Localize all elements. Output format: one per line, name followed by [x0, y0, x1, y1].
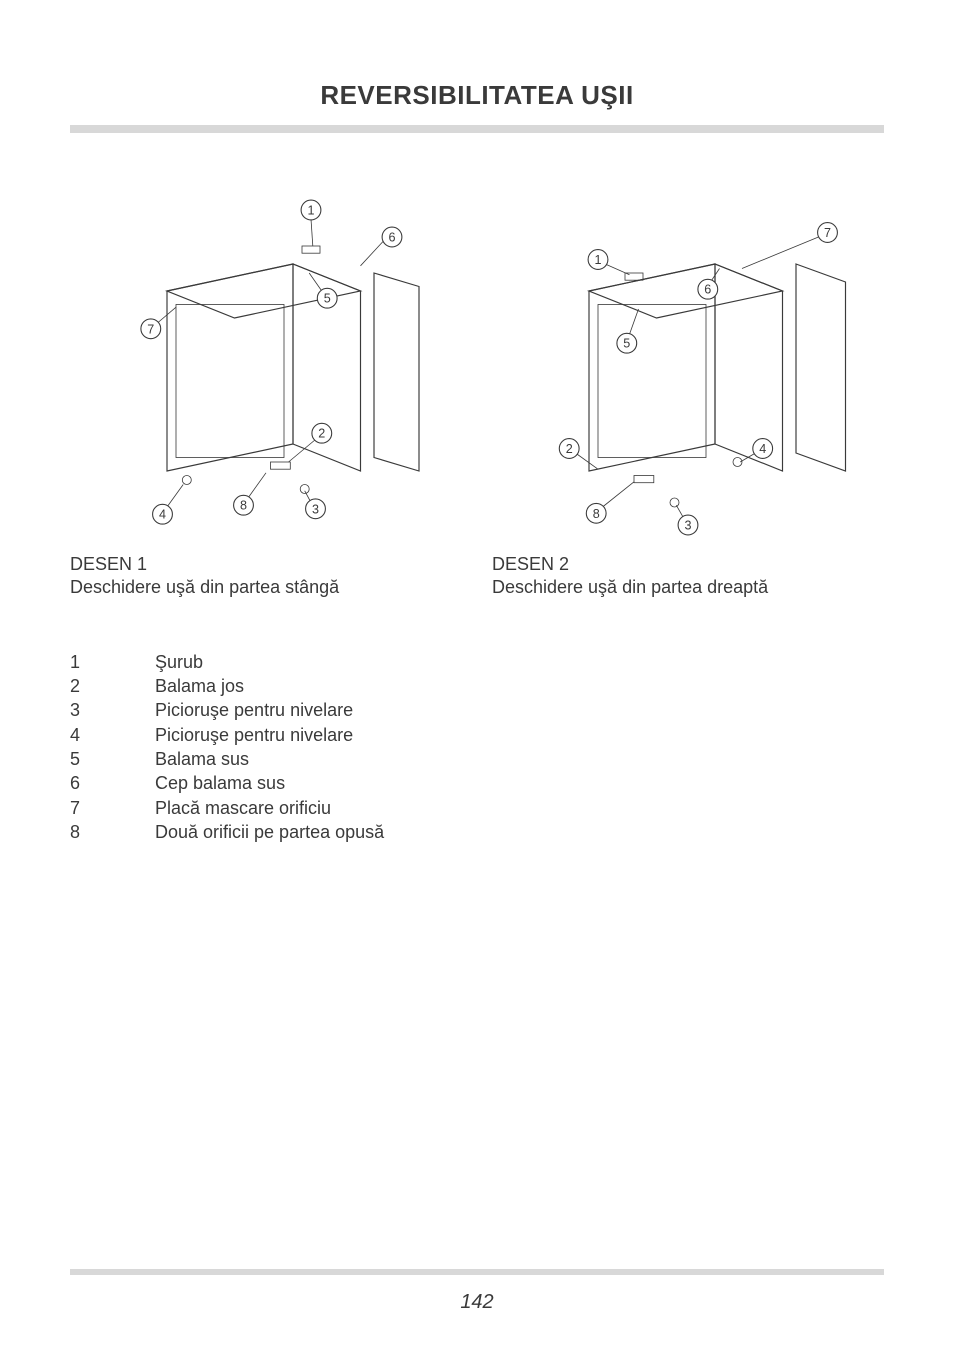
part-label: Două orificii pe partea opusă — [155, 820, 384, 844]
callout-8: 8 — [586, 482, 634, 523]
svg-text:5: 5 — [623, 337, 630, 351]
part-row: 3 Picioruşe pentru nivelare — [70, 698, 884, 722]
part-row: 2 Balama jos — [70, 674, 884, 698]
svg-text:7: 7 — [147, 322, 154, 336]
svg-text:5: 5 — [324, 292, 331, 306]
svg-text:2: 2 — [566, 442, 573, 456]
figure-left-col: 1 6 5 7 — [70, 173, 462, 600]
part-label: Placă mascare orificiu — [155, 796, 331, 820]
parts-list: 1 Şurub 2 Balama jos 3 Picioruşe pentru … — [70, 650, 884, 844]
svg-text:1: 1 — [594, 253, 601, 267]
callout-1: 1 — [301, 200, 321, 246]
figure-left-heading: DESEN 1 — [70, 553, 462, 576]
part-num: 4 — [70, 723, 155, 747]
callout-1: 1 — [588, 250, 629, 275]
figure-left: 1 6 5 7 — [70, 173, 462, 553]
part-num: 1 — [70, 650, 155, 674]
svg-text:8: 8 — [593, 507, 600, 521]
part-num: 8 — [70, 820, 155, 844]
callout-4: 4 — [153, 485, 184, 525]
part-label: Balama sus — [155, 747, 249, 771]
part-row: 7 Placă mascare orificiu — [70, 796, 884, 820]
drawing-left: 1 6 5 7 — [76, 183, 456, 543]
callout-3: 3 — [305, 491, 326, 519]
svg-text:7: 7 — [824, 226, 831, 240]
callout-7: 7 — [742, 223, 837, 269]
callout-3: 3 — [676, 505, 698, 535]
figure-right-subtitle: Deschidere uşă din partea dreaptă — [492, 576, 884, 599]
svg-text:8: 8 — [240, 499, 247, 513]
svg-text:6: 6 — [388, 231, 395, 245]
figure-left-caption: DESEN 1 Deschidere uşă din partea stângă — [70, 553, 462, 600]
svg-text:2: 2 — [318, 427, 325, 441]
part-row: 1 Şurub — [70, 650, 884, 674]
svg-text:4: 4 — [759, 442, 766, 456]
footer-rule — [70, 1269, 884, 1275]
part-num: 3 — [70, 698, 155, 722]
part-row: 5 Balama sus — [70, 747, 884, 771]
part-label: Picioruşe pentru nivelare — [155, 723, 353, 747]
svg-text:1: 1 — [307, 204, 314, 218]
callout-2: 2 — [289, 423, 332, 462]
figure-right-col: 1 7 6 5 — [492, 173, 884, 600]
callout-7: 7 — [141, 307, 176, 339]
callout-2: 2 — [559, 439, 598, 470]
callout-6: 6 — [361, 227, 402, 266]
title-rule — [70, 125, 884, 133]
part-row: 4 Picioruşe pentru nivelare — [70, 723, 884, 747]
page-footer: 142 — [70, 1269, 884, 1314]
figure-right-caption: DESEN 2 Deschidere uşă din partea dreapt… — [492, 553, 884, 600]
page-number: 142 — [70, 1291, 884, 1314]
svg-text:3: 3 — [312, 502, 319, 516]
callout-5: 5 — [309, 273, 337, 308]
callout-4: 4 — [740, 439, 772, 462]
part-row: 6 Cep balama sus — [70, 771, 884, 795]
part-label: Balama jos — [155, 674, 244, 698]
svg-text:4: 4 — [159, 508, 166, 522]
figures-row: 1 6 5 7 — [70, 173, 884, 600]
part-label: Şurub — [155, 650, 203, 674]
callout-6: 6 — [698, 269, 720, 300]
part-label: Picioruşe pentru nivelare — [155, 698, 353, 722]
callout-5: 5 — [617, 309, 639, 353]
figure-right: 1 7 6 5 — [492, 173, 884, 553]
part-num: 5 — [70, 747, 155, 771]
svg-text:3: 3 — [684, 519, 691, 533]
drawing-right: 1 7 6 5 — [498, 183, 878, 543]
part-num: 2 — [70, 674, 155, 698]
part-row: 8 Două orificii pe partea opusă — [70, 820, 884, 844]
figure-left-subtitle: Deschidere uşă din partea stângă — [70, 576, 462, 599]
figure-right-heading: DESEN 2 — [492, 553, 884, 576]
part-num: 6 — [70, 771, 155, 795]
part-num: 7 — [70, 796, 155, 820]
part-label: Cep balama sus — [155, 771, 285, 795]
callout-8: 8 — [234, 473, 266, 515]
page-title: REVERSIBILITATEA UŞII — [70, 80, 884, 111]
svg-text:6: 6 — [704, 283, 711, 297]
page: REVERSIBILITATEA UŞII — [0, 0, 954, 1354]
